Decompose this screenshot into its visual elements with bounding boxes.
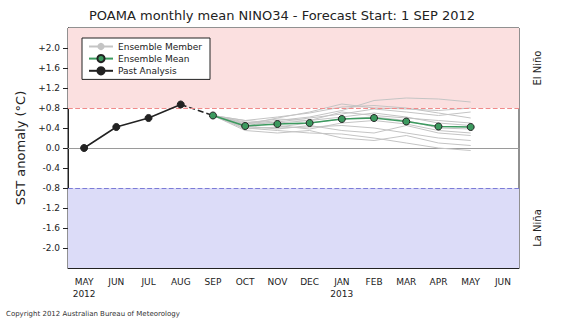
svg-text:-2.0: -2.0 [42,243,60,253]
svg-text:POAMA monthly mean NINO34 - Fo: POAMA monthly mean NINO34 - Forecast Sta… [89,8,475,23]
svg-text:El Niño: El Niño [532,51,543,86]
svg-text:FEB: FEB [366,277,383,287]
svg-text:0.0: 0.0 [46,143,61,153]
svg-text:AUG: AUG [171,277,191,287]
svg-text:NOV: NOV [267,277,288,287]
svg-text:MAR: MAR [396,277,416,287]
svg-text:+1.2: +1.2 [38,83,60,93]
svg-text:JAN: JAN [333,277,349,287]
svg-text:JUN: JUN [107,277,124,287]
svg-text:JUN: JUN [494,277,511,287]
svg-text:Ensemble Mean: Ensemble Mean [118,54,190,64]
svg-text:MAY: MAY [75,277,94,287]
svg-text:SEP: SEP [205,277,222,287]
svg-text:+2.0: +2.0 [38,43,60,53]
svg-text:-0.4: -0.4 [42,163,60,173]
svg-text:2013: 2013 [330,289,353,299]
svg-text:OCT: OCT [236,277,255,287]
svg-text:Copyright 2012 Australian Bure: Copyright 2012 Australian Bureau of Mete… [6,310,180,318]
svg-text:-0.8: -0.8 [42,183,60,193]
svg-text:2012: 2012 [73,289,96,299]
svg-text:-1.6: -1.6 [42,223,60,233]
svg-text:Ensemble Member: Ensemble Member [118,42,202,52]
svg-text:La Niña: La Niña [532,209,543,247]
svg-text:JUL: JUL [140,277,155,287]
svg-text:+1.6: +1.6 [38,63,60,73]
svg-text:+0.8: +0.8 [38,103,60,113]
svg-text:APR: APR [430,277,448,287]
svg-text:+0.4: +0.4 [38,123,60,133]
svg-text:DEC: DEC [300,277,319,287]
svg-text:SST anomaly (°C): SST anomaly (°C) [13,91,28,206]
svg-text:Past Analysis: Past Analysis [118,66,177,76]
svg-text:MAY: MAY [461,277,480,287]
svg-text:-1.2: -1.2 [42,203,60,213]
